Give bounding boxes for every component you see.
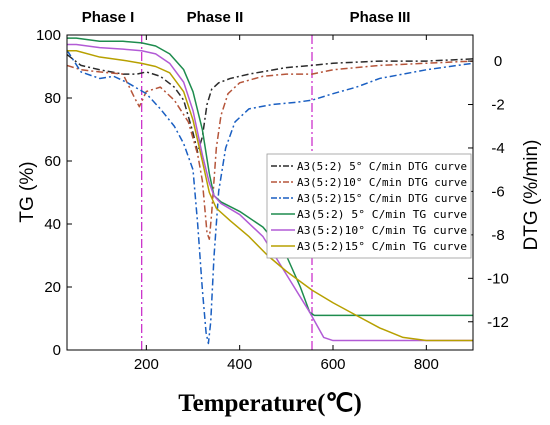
y-left-tick-label: 20 — [44, 279, 61, 296]
legend-label: A3(5:2)15° C/min TG curve — [297, 241, 467, 253]
series-line-2 — [66, 60, 474, 240]
phase-label: Phase III — [350, 9, 411, 26]
y-right-tick-label: -8 — [491, 227, 504, 244]
x-tick-label: 400 — [227, 356, 252, 373]
y-left-tick-label: 80 — [44, 90, 61, 107]
y-right-tick-label: -2 — [491, 97, 504, 114]
y-right-tick-label: -12 — [487, 314, 509, 331]
y-left-tick-label: 100 — [36, 27, 61, 44]
y-right-axis-title: DTG (%/min) — [521, 140, 542, 251]
y-left-tick-label: 0 — [53, 342, 61, 359]
phase-label: Phase I — [82, 9, 135, 26]
x-tick-label: 800 — [414, 356, 439, 373]
phase-label: Phase II — [187, 9, 244, 26]
y-left-axis-title: TG (%) — [17, 161, 38, 222]
legend-label: A3(5:2)10° C/min DTG curve — [297, 177, 467, 189]
y-left-tick-label: 40 — [44, 216, 61, 233]
series-line-5 — [67, 43, 473, 342]
legend-label: A3(5:2) 5° C/min DTG curve — [297, 161, 467, 173]
y-right-tick-label: -6 — [491, 183, 504, 200]
x-axis-title: Temperature(℃) — [178, 390, 362, 417]
series-line-3 — [66, 49, 474, 345]
y-right-tick-label: 0 — [494, 53, 502, 70]
y-right-tick-label: -10 — [487, 270, 509, 287]
series-line-1 — [66, 53, 474, 154]
legend-label: A3(5:2) 5° C/min TG curve — [297, 209, 467, 221]
y-left-tick-label: 60 — [44, 153, 61, 170]
legend-label: A3(5:2)10° C/min TG curve — [297, 225, 467, 237]
x-tick-label: 200 — [134, 356, 159, 373]
plot-frame — [66, 34, 474, 351]
legend-box — [266, 153, 472, 259]
y-right-tick-label: -4 — [491, 140, 504, 157]
x-tick-label: 600 — [320, 356, 345, 373]
series-line-6 — [67, 50, 473, 342]
legend-label: A3(5:2)15° C/min DTG curve — [297, 193, 467, 205]
